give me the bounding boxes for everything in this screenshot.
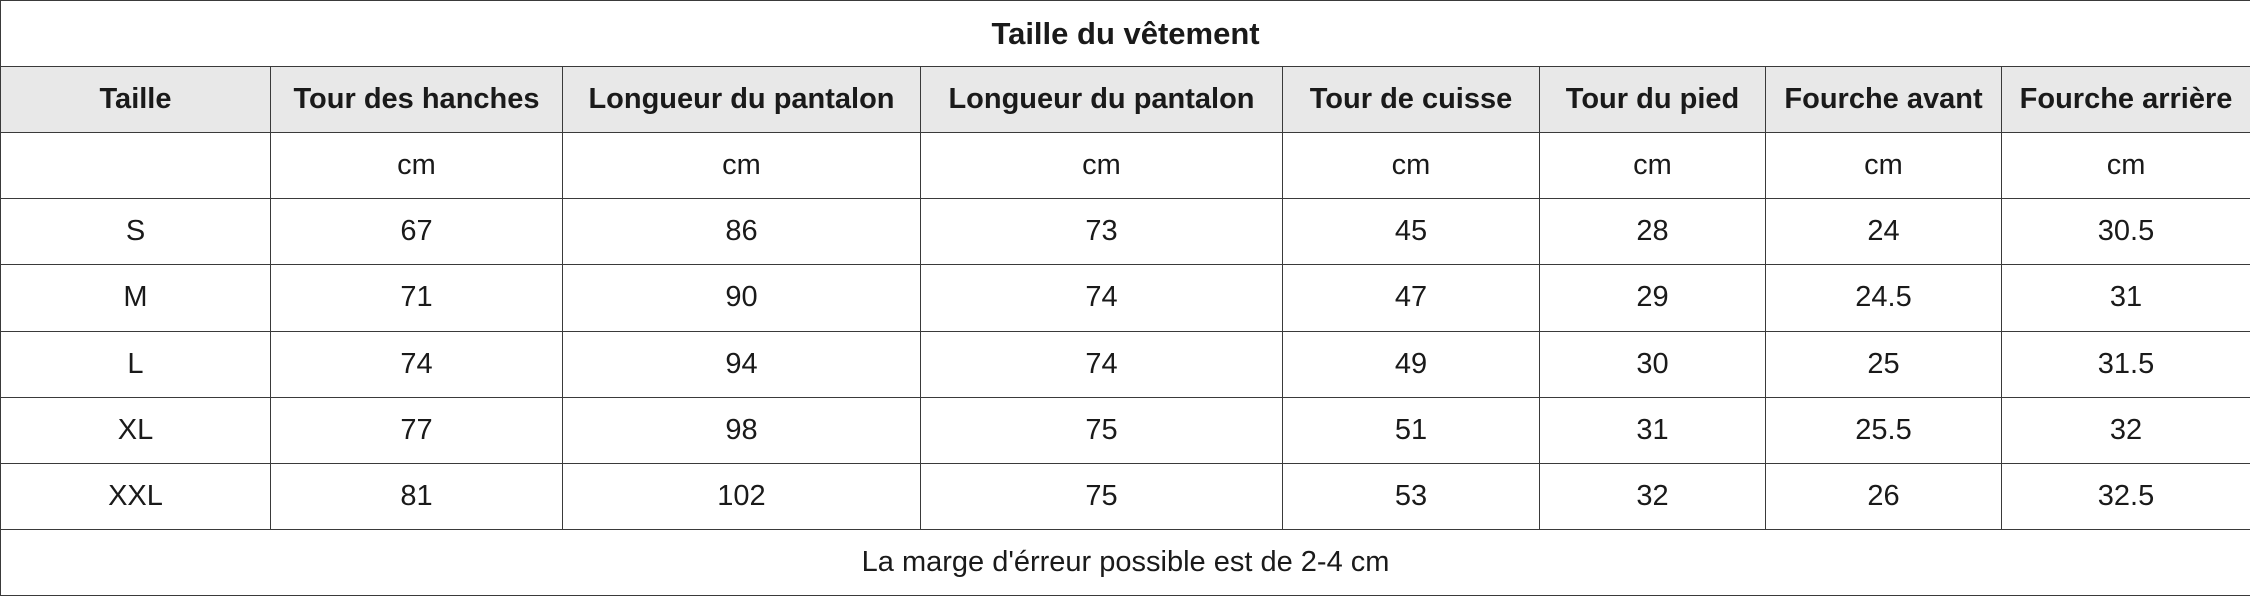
- unit-cell: cm: [1539, 132, 1766, 200]
- header-tour-du-pied: Tour du pied: [1539, 66, 1766, 134]
- unit-cell: cm: [920, 132, 1283, 200]
- header-row: Taille Tour des hanches Longueur du pant…: [0, 66, 2250, 134]
- table-cell: 31: [1539, 396, 1766, 464]
- table-cell: 28: [1539, 198, 1766, 266]
- table-row: XL 77 98 75 51 31 25.5 32: [0, 396, 2250, 464]
- table-cell: 90: [562, 264, 921, 332]
- size-cell: XXL: [0, 462, 271, 530]
- table-cell: 81: [270, 462, 563, 530]
- table-cell: 86: [562, 198, 921, 266]
- table-cell: 75: [920, 462, 1283, 530]
- table-row: XXL 81 102 75 53 32 26 32.5: [0, 462, 2250, 530]
- table-cell: 31.5: [2000, 330, 2250, 398]
- table-cell: 75: [920, 396, 1283, 464]
- header-tour-de-cuisse: Tour de cuisse: [1282, 66, 1540, 134]
- table-cell: 74: [920, 264, 1283, 332]
- table-cell: 77: [270, 396, 563, 464]
- table-cell: 32: [2000, 396, 2250, 464]
- table-cell: 73: [920, 198, 1283, 266]
- header-longueur-du-pantalon-1: Longueur du pantalon: [562, 66, 921, 134]
- header-fourche-avant: Fourche avant: [1765, 66, 2002, 134]
- table-cell: 102: [562, 462, 921, 530]
- size-cell: S: [0, 198, 271, 266]
- table-cell: 24: [1765, 198, 2002, 266]
- units-row: cm cm cm cm cm cm cm: [0, 132, 2250, 200]
- table-cell: 51: [1282, 396, 1540, 464]
- table-cell: 45: [1282, 198, 1540, 266]
- table-cell: 31: [2000, 264, 2250, 332]
- table-cell: 94: [562, 330, 921, 398]
- table-cell: 25.5: [1765, 396, 2002, 464]
- header-tour-des-hanches: Tour des hanches: [270, 66, 563, 134]
- table-cell: 32: [1539, 462, 1766, 530]
- table-cell: 47: [1282, 264, 1540, 332]
- table-cell: 53: [1282, 462, 1540, 530]
- size-cell: XL: [0, 396, 271, 464]
- table-cell: 49: [1282, 330, 1540, 398]
- table-cell: 24.5: [1765, 264, 2002, 332]
- table-cell: 29: [1539, 264, 1766, 332]
- header-longueur-du-pantalon-2: Longueur du pantalon: [920, 66, 1283, 134]
- table-cell: 30.5: [2000, 198, 2250, 266]
- size-cell: M: [0, 264, 271, 332]
- unit-cell: cm: [562, 132, 921, 200]
- table-cell: 30: [1539, 330, 1766, 398]
- table-cell: 26: [1765, 462, 2002, 530]
- unit-cell: [0, 132, 271, 200]
- table-cell: 74: [270, 330, 563, 398]
- unit-cell: cm: [2000, 132, 2250, 200]
- table-cell: 98: [562, 396, 921, 464]
- table-cell: 74: [920, 330, 1283, 398]
- table-row: S 67 86 73 45 28 24 30.5: [0, 198, 2250, 266]
- table-row: M 71 90 74 47 29 24.5 31: [0, 264, 2250, 332]
- table-row: L 74 94 74 49 30 25 31.5: [0, 330, 2250, 398]
- unit-cell: cm: [1282, 132, 1540, 200]
- error-margin-note: La marge d'érreur possible est de 2-4 cm: [0, 528, 2250, 596]
- table-cell: 25: [1765, 330, 2002, 398]
- size-cell: L: [0, 330, 271, 398]
- table-cell: 67: [270, 198, 563, 266]
- unit-cell: cm: [1765, 132, 2002, 200]
- header-taille: Taille: [0, 66, 271, 134]
- header-fourche-arriere: Fourche arrière: [2000, 66, 2250, 134]
- table-title: Taille du vêtement: [0, 0, 2250, 68]
- table-cell: 32.5: [2000, 462, 2250, 530]
- table-cell: 71: [270, 264, 563, 332]
- unit-cell: cm: [270, 132, 563, 200]
